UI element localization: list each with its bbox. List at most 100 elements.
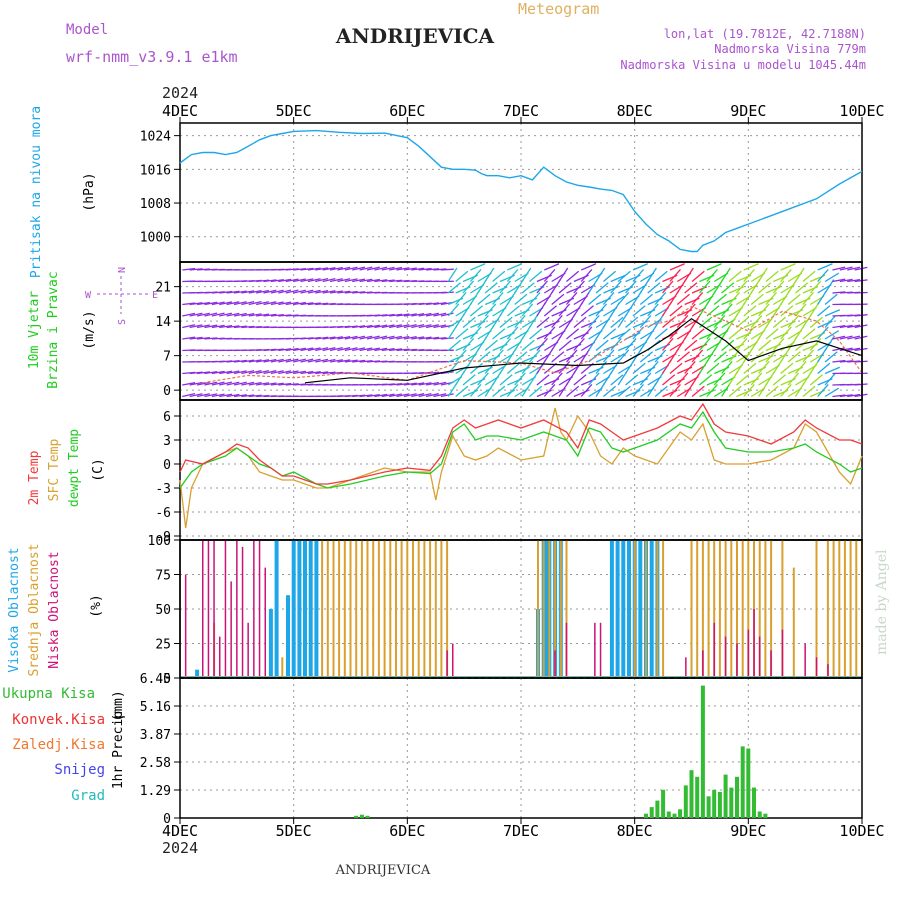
wind-barb	[626, 303, 635, 316]
wind-barb	[537, 281, 548, 293]
wind-barb	[759, 304, 770, 316]
precip-bar	[661, 790, 665, 818]
wind-barb	[485, 268, 494, 281]
cloud-bar-mid	[401, 540, 403, 678]
precip-bar	[752, 788, 756, 818]
wind-barb	[463, 360, 472, 373]
wind-barb	[456, 372, 465, 385]
wind-barb	[581, 327, 592, 339]
y-tick-label: 3.87	[140, 728, 171, 743]
cloud-bar-mid	[372, 540, 374, 678]
precip-bar	[718, 792, 722, 818]
cloud-bar-low	[725, 637, 727, 678]
cloud-bar-mid	[793, 568, 795, 678]
precip-bar	[735, 777, 739, 818]
wind-barb	[500, 338, 511, 350]
wind-barb	[759, 361, 770, 373]
precip-bar	[712, 790, 716, 818]
cloud-bar-low	[714, 623, 716, 678]
wind-barb	[463, 338, 474, 350]
wind-barb	[825, 294, 837, 304]
wind-barb	[714, 373, 725, 385]
cloud-bar-mid	[742, 540, 744, 678]
wind-barb	[788, 280, 797, 293]
wind-barb	[544, 291, 553, 304]
wind-barb	[781, 269, 792, 281]
cloud-bar-high	[275, 540, 279, 678]
cloud-bar-low	[213, 540, 215, 678]
cloud-bar-high	[638, 540, 642, 678]
cloud-bar-low	[219, 637, 221, 678]
precip-bar	[695, 777, 699, 818]
wind-barb	[448, 326, 457, 339]
precip-bar	[684, 785, 688, 818]
y-tick-label: 7	[163, 350, 171, 365]
wind-barb	[537, 338, 548, 350]
y-tick-label: 6	[163, 410, 171, 425]
wind-barb	[559, 326, 568, 339]
wind-barb	[825, 310, 840, 316]
wind-barb	[470, 291, 479, 304]
cloud-bar-low	[208, 540, 210, 678]
cloud-bar-mid	[338, 540, 340, 678]
wind-barb	[788, 373, 799, 385]
cloud-bar-mid	[548, 540, 550, 678]
wind-barb	[781, 384, 792, 396]
wind-barb	[722, 361, 733, 373]
wind-barb	[559, 304, 570, 316]
wind-barb	[470, 264, 485, 270]
y-tick-label: 1024	[140, 130, 171, 145]
y-tick-label: 1016	[140, 163, 171, 178]
cloud-bar-low	[685, 657, 687, 678]
cloud-bar-low	[827, 664, 829, 678]
precip-bar	[360, 815, 364, 818]
y-tick-label: 0	[163, 812, 171, 827]
wind-barb	[729, 292, 740, 304]
cloud-bar-mid	[543, 540, 545, 678]
panel-frame	[180, 678, 862, 818]
wind-barb	[707, 264, 722, 270]
wind-barb	[537, 303, 546, 316]
wind-barb	[692, 350, 703, 362]
wind-barb	[648, 326, 657, 339]
footer-station: ANDRIJEVICA	[335, 863, 431, 878]
precip-bar	[366, 816, 370, 818]
cloud-bar-mid	[764, 540, 766, 678]
wind-barb	[566, 292, 577, 304]
precip-bar	[746, 749, 750, 819]
wind-barb	[677, 373, 688, 385]
cloud-ylabel-1: Visoka Oblacnost	[7, 547, 22, 672]
cloud-ylabel-2: Srednja Oblacnost	[27, 543, 42, 676]
cloud-bar-low	[804, 644, 806, 679]
cloud-bar-low	[600, 623, 602, 678]
precip-bar	[644, 814, 648, 818]
wind-barb	[781, 327, 792, 339]
wind-barb	[707, 291, 716, 304]
precip-bar	[655, 801, 659, 818]
cloud-bar-low	[259, 540, 261, 678]
precip-legend-2: Zaledj.Kisa	[12, 737, 105, 753]
wind-barb	[810, 338, 821, 350]
cloud-bar-mid	[634, 540, 636, 678]
wind-barb	[596, 304, 607, 316]
wind-barb	[522, 268, 531, 281]
wind-barb	[485, 304, 496, 316]
wind-barb	[759, 326, 768, 339]
wind-barb	[566, 314, 575, 327]
wind-barb	[670, 349, 679, 362]
wind-barb	[744, 269, 755, 281]
wind-barb	[559, 361, 570, 373]
wind-barb	[648, 304, 659, 316]
wind-barb	[611, 303, 620, 316]
y-tick-label: 75	[155, 569, 171, 584]
wind-barb	[692, 314, 701, 327]
wind-barb	[596, 361, 607, 373]
pressure-unit: (hPa)	[82, 172, 97, 211]
cloud-bar-low	[185, 575, 187, 679]
cloud-bar-mid	[838, 540, 840, 678]
wind-barb	[759, 268, 768, 281]
wind-barb	[810, 360, 819, 373]
wind-barb	[796, 268, 805, 281]
cloud-ylabel-3: Niska Oblacnost	[47, 551, 62, 668]
